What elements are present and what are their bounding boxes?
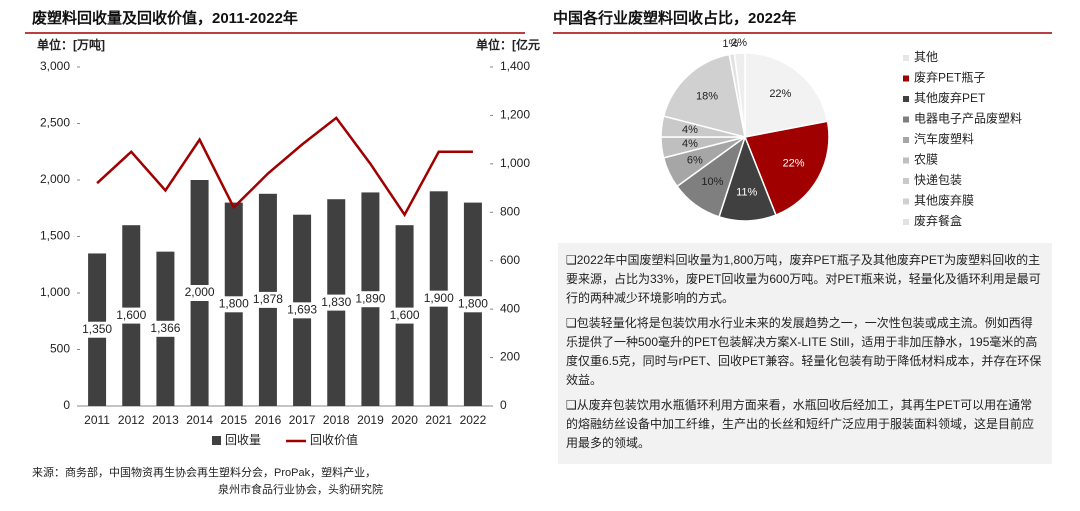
legend-label: 汽车废塑料 [914, 131, 974, 146]
legend-swatch [903, 116, 909, 123]
x-tick-label: 2012 [118, 413, 145, 427]
data-label: 1,693 [287, 303, 317, 317]
legend-label: 废弃PET瓶子 [914, 70, 985, 85]
y2-tick-label: 400 [500, 301, 520, 315]
label-bg [148, 320, 183, 337]
line [96, 116, 473, 218]
pie-slice [743, 120, 830, 217]
x-tick-label: 2021 [425, 413, 452, 427]
legend-label: 回收量 [225, 433, 261, 447]
source: 来源：商务部，中国物资再生协会再生塑料分会，ProPak，塑料产业， [32, 465, 376, 479]
source: 泉州市食品行业协会，头豹研究院 [218, 482, 383, 496]
legend-label: 其他废弃PET [914, 90, 986, 105]
label-bg [353, 291, 388, 308]
y-tick-label: 3,000 [40, 59, 70, 73]
x-tick-label: 2017 [289, 413, 316, 427]
y2-tick-label: 1,000 [500, 156, 530, 170]
data-label: 1,878 [253, 292, 283, 306]
y2-axis-label: 单位：[亿元 [476, 37, 540, 52]
label-bg [182, 285, 217, 301]
label-bg [80, 321, 115, 338]
legend-label: 农膜 [914, 153, 938, 167]
legend-label: 废弃餐盒 [914, 213, 962, 228]
data-label: 4% [682, 124, 698, 136]
y-tick-label: 2,500 [40, 116, 70, 130]
legend-swatch [903, 157, 909, 164]
y-tick-label: 1,500 [40, 229, 70, 243]
data-label: 6% [687, 155, 703, 167]
legend-swatch [903, 55, 909, 61]
label-bg [455, 296, 490, 313]
x-tick-label: 2016 [255, 413, 282, 427]
data-label: 1,366 [150, 321, 180, 335]
data-label: 1,900 [424, 291, 454, 305]
data-label: 1,350 [82, 322, 112, 336]
label-bg [387, 307, 422, 324]
y-axis-label: 单位：[万吨] [37, 37, 105, 52]
notes-box: ❑2022年中国废塑料回收量为1,800万吨，废弃PET瓶子及其他废弃PET为废… [558, 243, 1052, 464]
legend-swatch [903, 75, 909, 82]
legend-label: 其他废弃膜 [914, 193, 974, 208]
data-label: 1,600 [390, 308, 420, 322]
data-label: 22% [769, 88, 791, 100]
data-label: 18% [696, 90, 718, 102]
legend-swatch [903, 96, 909, 102]
data-label: 1,830 [321, 295, 351, 309]
legend-swatch [212, 436, 221, 445]
note: ❑包装轻量化将是包装饮用水行业未来的发展趋势之一，一次性包装或成主流。例如西得乐… [566, 316, 1042, 387]
x-tick-label: 2013 [152, 413, 179, 427]
y-tick-label: 1,000 [40, 285, 70, 299]
y2-tick-label: 1,200 [500, 108, 530, 122]
x-tick-label: 2018 [323, 413, 350, 427]
data-label: 2% [731, 37, 747, 49]
data-label: 2,000 [185, 285, 215, 299]
chart-title: 中国各行业废塑料回收占比，2022年 [553, 9, 796, 27]
legend-label: 快递包装 [914, 173, 962, 187]
label-bg [285, 302, 320, 319]
data-label: 1% [722, 38, 738, 50]
x-tick-label: 2019 [357, 413, 384, 427]
data-label: 1,800 [219, 296, 249, 310]
x-tick-label: 2022 [460, 413, 487, 427]
data-label: 1,890 [355, 291, 385, 305]
x-tick-label: 2014 [186, 413, 213, 427]
data-label: 22% [783, 158, 805, 170]
y2-tick-label: 600 [500, 253, 520, 267]
legend-swatch [903, 137, 909, 143]
chart-title: 废塑料回收量及回收价值，2011-2022年 [32, 9, 298, 27]
y2-tick-label: 800 [500, 204, 520, 218]
note: ❑2022年中国废塑料回收量为1,800万吨，废弃PET瓶子及其他废弃PET为废… [566, 253, 1041, 305]
legend-swatch [903, 178, 909, 184]
label-bg [114, 307, 149, 324]
label-bg [250, 291, 285, 308]
label-bg [421, 290, 456, 307]
y-tick-label: 0 [63, 398, 70, 412]
y2-tick-label: 200 [500, 350, 520, 364]
note: ❑从废弃包装饮用水瓶循环利用方面来看，水瓶回收后经加工，其再生PET可以用在通常… [566, 398, 1035, 450]
label-bg [216, 296, 251, 313]
pie-slice [662, 53, 746, 139]
data-label: 11% [736, 186, 757, 198]
x-tick-label: 2020 [391, 413, 418, 427]
data-label: 4% [682, 138, 698, 150]
y2-tick-label: 1,400 [500, 59, 530, 73]
data-label: 1,800 [458, 296, 488, 310]
legend-swatch [903, 198, 909, 205]
y-tick-label: 500 [50, 342, 70, 356]
y2-tick-label: 0 [500, 398, 507, 412]
legend-label: 其他 [914, 50, 938, 64]
pie-slice [744, 52, 829, 138]
y-tick-label: 2,000 [40, 172, 70, 186]
x-tick-label: 2015 [220, 413, 247, 427]
legend-swatch [903, 219, 909, 225]
data-label: 10% [701, 176, 723, 188]
label-bg [319, 294, 354, 311]
pie-slice [733, 52, 746, 138]
legend-label: 回收价值 [310, 432, 358, 447]
x-tick-label: 2011 [84, 413, 110, 427]
legend-label: 电器电子产品废塑料 [914, 111, 1022, 126]
data-label: 1,600 [116, 308, 146, 322]
